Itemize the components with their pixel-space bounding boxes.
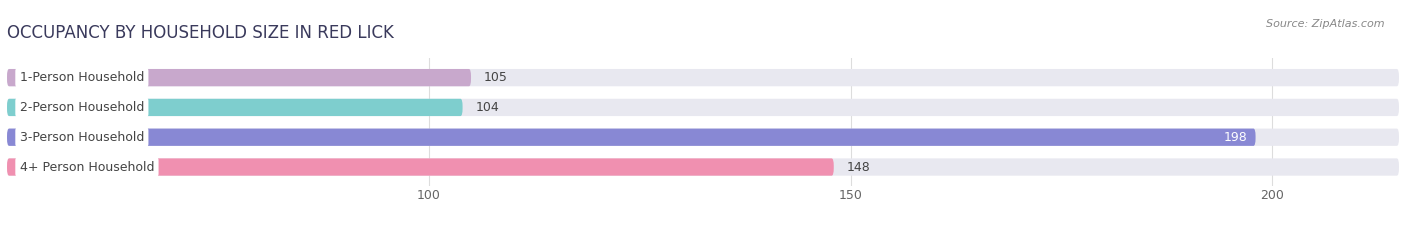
FancyBboxPatch shape [7,158,1399,176]
Text: 198: 198 [1223,131,1247,144]
Text: 1-Person Household: 1-Person Household [20,71,143,84]
Text: 148: 148 [846,161,870,174]
FancyBboxPatch shape [7,99,1399,116]
Text: Source: ZipAtlas.com: Source: ZipAtlas.com [1267,19,1385,29]
FancyBboxPatch shape [7,129,1256,146]
FancyBboxPatch shape [7,129,1399,146]
Text: 105: 105 [484,71,508,84]
FancyBboxPatch shape [7,99,463,116]
FancyBboxPatch shape [7,69,471,86]
FancyBboxPatch shape [7,69,1399,86]
FancyBboxPatch shape [7,158,834,176]
Text: 3-Person Household: 3-Person Household [20,131,143,144]
Text: 4+ Person Household: 4+ Person Household [20,161,155,174]
Text: 2-Person Household: 2-Person Household [20,101,143,114]
Text: OCCUPANCY BY HOUSEHOLD SIZE IN RED LICK: OCCUPANCY BY HOUSEHOLD SIZE IN RED LICK [7,24,394,42]
Text: 104: 104 [475,101,499,114]
